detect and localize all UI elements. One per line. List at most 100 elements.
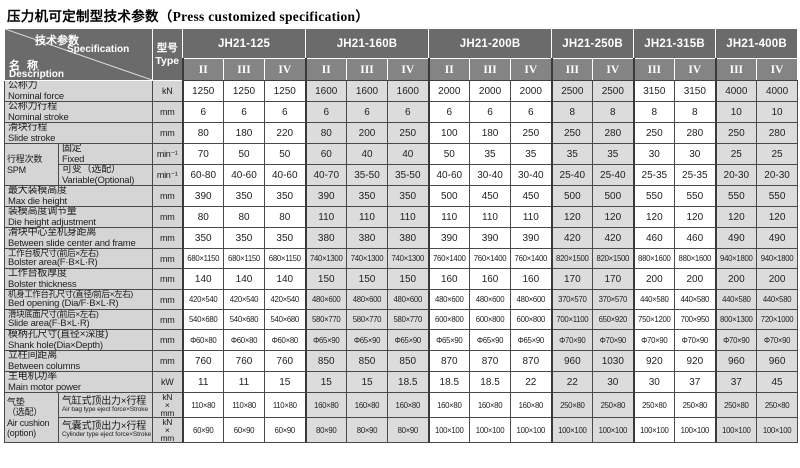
param-value: Φ65×90 [510,329,553,351]
variant-header: III [223,58,265,81]
param-value: 740×1300 [304,248,347,269]
param-value: 40-60 [264,164,306,186]
param-label-zh: 工作台板厚度 [8,268,67,279]
param-value: 35 [550,143,594,165]
param-value: 450 [510,185,553,207]
variant-header: II [181,58,224,81]
param-unit: mm [152,206,183,228]
param-value: 760×1400 [469,248,512,269]
param-value: 250 [386,122,430,144]
param-label: 工作台板厚度 Bolster thickness [4,268,153,290]
param-value: 720×1000 [756,309,799,330]
param-value: Φ70×90 [714,329,758,351]
param-value: Φ70×90 [632,329,676,351]
param-value: 700×950 [674,309,717,330]
param-value: 180 [469,122,512,144]
param-value: 880×1600 [674,248,717,269]
param-unit-line: mm [160,408,175,418]
param-label: 可变（选配） Variable(Optional) [58,164,153,186]
spec-description-header: 技术参数 Specification 名 称 Description [4,28,153,81]
param-value: 6 [510,101,553,123]
param-unit: mm [152,185,183,207]
param-value: 550 [674,185,717,207]
param-value: 540×680 [181,309,224,330]
param-value: 200 [674,268,717,290]
param-value: 60 [304,143,347,165]
param-value: 820×1500 [550,248,594,269]
param-group-label-line: （选配） [7,407,43,418]
param-value: 100×100 [427,417,471,444]
param-value: 450 [469,185,512,207]
param-value: 940×1800 [714,248,758,269]
param-label: 装模高度调节量 Die height adjustment [4,206,153,228]
param-value: 160×80 [427,391,471,419]
param-value: 3150 [674,80,717,102]
param-value: 250×80 [592,391,635,419]
param-group-label-line: (option) [7,428,36,439]
param-value: 460 [632,227,676,249]
param-value: 35-50 [386,164,430,186]
param-value: 100×100 [632,417,676,444]
param-unit-line: × [164,425,170,436]
param-value: 350 [181,227,224,249]
param-label-en: Between slide center and frame [8,237,136,249]
type-header: 型号 Type [152,28,183,81]
param-value: 110 [510,206,553,228]
param-value: 80 [181,206,224,228]
param-value: 45 [756,371,799,393]
param-unit: kW [152,371,183,393]
param-value: 60×90 [223,417,265,444]
param-value: 25 [756,143,799,165]
param-label-en: Slide area(F·B×L·R) [8,318,90,330]
param-value: 460 [674,227,717,249]
param-value: 140 [223,268,265,290]
param-value: 120 [592,206,635,228]
param-value: 920 [632,350,676,372]
param-label: 气缸式顶出力×行程 Air bag type eject force×Stroke [58,391,153,419]
param-value: 6 [386,101,430,123]
param-value: 60×90 [181,417,224,444]
param-value: 40-60 [223,164,265,186]
param-label: 固定 Fixed [58,143,153,165]
param-value: Φ70×90 [550,329,594,351]
variant-header: IV [386,58,430,81]
param-value: 200 [346,122,388,144]
model-header-jh21-160b: JH21-160B [304,28,430,59]
param-value: 390 [427,227,471,249]
param-value: 2000 [469,80,512,102]
param-value: 18.5 [427,371,471,393]
param-value: 200 [714,268,758,290]
diagonal-divider [5,29,152,80]
param-value: 160×80 [304,391,347,419]
param-value: 500 [592,185,635,207]
param-value: 440×580 [632,289,676,310]
model-header-jh21-200b: JH21-200B [428,28,553,59]
param-value: 3150 [632,80,676,102]
param-value: 11 [223,371,265,393]
param-value: 420 [592,227,635,249]
param-value: 100×100 [714,417,758,444]
param-value: 880×1600 [632,248,676,269]
param-value: 250 [550,122,594,144]
param-value: 80 [181,122,224,144]
param-label: 气囊式顶出力×行程 Cylinder type eject force×Strok… [58,417,153,444]
param-row: 机身工作台孔尺寸(直径/前后×左右) Bed opening (Dia/F·B×L… [4,289,799,310]
param-row: 可变（选配） Variable(Optional) min⁻¹ 60-80 40-60 4… [5,164,799,186]
param-unit: kN × mm [152,391,183,419]
param-value: 350 [346,185,388,207]
param-value: 250×80 [714,391,758,419]
param-value: 760×1400 [510,248,553,269]
param-value: 40 [346,143,388,165]
param-value: 6 [181,101,224,123]
param-value: 80 [304,122,347,144]
param-value: 250×80 [632,391,676,419]
param-value: 500 [427,185,471,207]
param-value: 1250 [223,80,265,102]
param-value: 110 [427,206,471,228]
model-header-jh21-315b: JH21-315B [633,28,717,59]
param-value: 490 [714,227,758,249]
param-group-label: 气垫 （选配） Air cushion (option) [4,391,59,444]
param-value: 160 [510,268,553,290]
param-label: 公称力行程 Nominal stroke [4,101,153,123]
param-label-en: Between columns [8,360,80,372]
